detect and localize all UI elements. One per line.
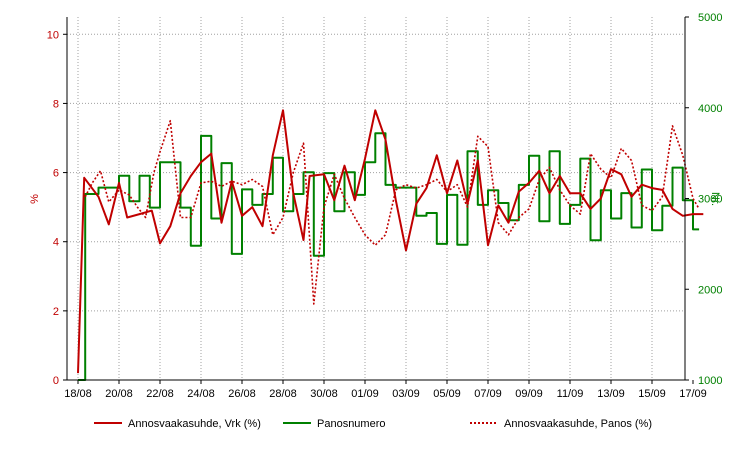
x-axis-ticks: 18/08 20/08 22/08 24/08 26/08 28/08 30/08 01/09… xyxy=(64,380,707,400)
legend-label-3: Annosvaakasuhde, Panos (%) xyxy=(504,418,652,430)
y-left-tick-label: 2 xyxy=(53,306,59,318)
legend-label-2: Panosnumero xyxy=(317,418,386,430)
x-tick-label: 28/08 xyxy=(269,388,297,400)
y-right-tick-label: 5000 xyxy=(698,12,722,24)
x-tick-label: 15/09 xyxy=(638,388,666,400)
y-left-tick-label: 8 xyxy=(53,98,59,110)
legend-label-1: Annosvaakasuhde, Vrk (%) xyxy=(128,418,261,430)
x-tick-label: 03/09 xyxy=(392,388,420,400)
x-tick-label: 09/09 xyxy=(515,388,543,400)
y-left-tick-label: 4 xyxy=(53,237,59,249)
left-axis-title: % xyxy=(29,194,41,204)
y-left-tick-label: 10 xyxy=(47,29,59,41)
x-tick-label: 01/09 xyxy=(351,388,379,400)
y-right-tick-label: 2000 xyxy=(698,284,722,296)
legend: Annosvaakasuhde, Vrk (%) Panosnumero Annos… xyxy=(94,418,652,430)
x-tick-label: 22/08 xyxy=(146,388,174,400)
x-tick-label: 26/08 xyxy=(228,388,256,400)
right-axis-title: Nr. xyxy=(709,192,721,206)
x-tick-label: 24/08 xyxy=(187,388,215,400)
x-tick-label: 07/09 xyxy=(474,388,502,400)
x-tick-label: 30/08 xyxy=(310,388,338,400)
y-right-tick-label: 3000 xyxy=(698,194,722,206)
x-tick-label: 05/09 xyxy=(433,388,461,400)
y-right-tick-label: 1000 xyxy=(698,375,722,387)
x-tick-label: 13/09 xyxy=(597,388,625,400)
x-tick-label: 18/08 xyxy=(64,388,92,400)
series-line-1 xyxy=(77,109,704,374)
y-left-tick-label: 0 xyxy=(53,375,59,387)
axes xyxy=(66,17,686,381)
x-tick-label: 20/08 xyxy=(105,388,133,400)
x-tick-label: 11/09 xyxy=(557,388,584,400)
y-left-tick-label: 6 xyxy=(53,168,59,180)
series-layer xyxy=(77,109,704,381)
series-line-2 xyxy=(78,132,700,381)
x-tick-label: 17/09 xyxy=(679,388,707,400)
gridlines xyxy=(67,17,685,380)
plot-area xyxy=(67,17,685,380)
left-axis-ticks: 0 2 4 6 8 10 xyxy=(47,29,67,387)
right-axis-ticks: 1000 2000 3000 4000 5000 xyxy=(685,12,722,387)
y-right-tick-label: 4000 xyxy=(698,103,722,115)
